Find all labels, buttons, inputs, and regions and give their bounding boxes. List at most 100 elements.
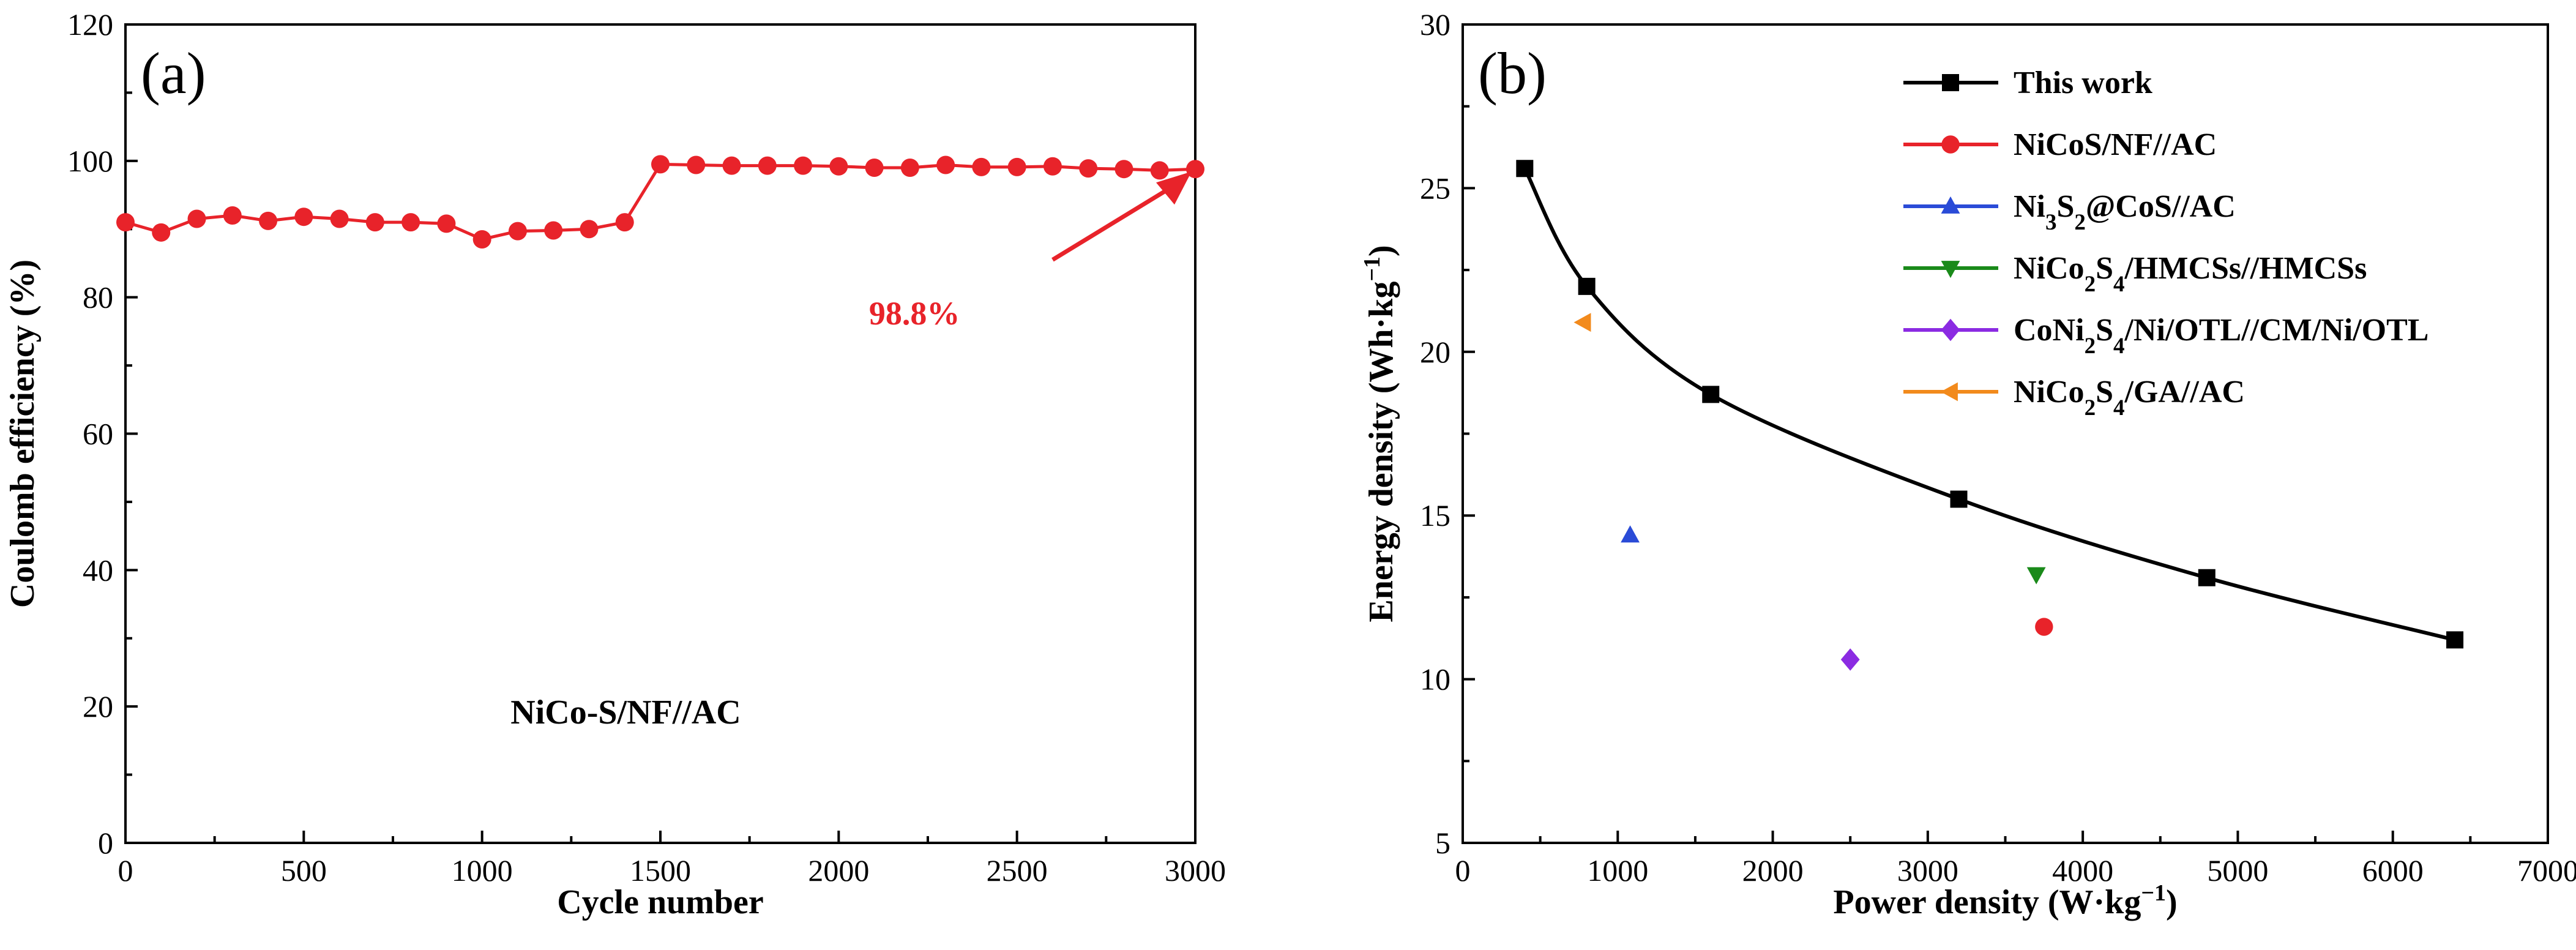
legend-marker: [1941, 135, 1960, 154]
x-axis-label-a: Cycle number: [557, 883, 764, 921]
panel-label-b: (b): [1478, 40, 1547, 106]
text-part: 2: [2085, 334, 2096, 359]
legend-marker: [1940, 382, 1958, 402]
data-point-a: [1043, 157, 1062, 176]
data-point-b: [1516, 160, 1534, 178]
text-part: S: [2096, 375, 2113, 410]
legend-marker: [1941, 318, 1960, 342]
text-part: S: [2096, 313, 2113, 348]
y-tick-label-b: 25: [1420, 171, 1450, 205]
data-point-a: [651, 155, 670, 174]
x-tick-label-b: 4000: [2052, 853, 2113, 888]
data-point-b: [1950, 490, 1968, 508]
x-tick-label-a: 500: [281, 853, 327, 888]
legend-marker: [1941, 196, 1960, 214]
data-point-a: [1186, 160, 1204, 179]
x-tick-label-b: 0: [1455, 853, 1471, 888]
text-part: 2: [2085, 272, 2096, 297]
legend-entry: NiCo2S4/HMCSs//HMCSs: [2014, 251, 2367, 297]
legend-marker: [1942, 74, 1959, 91]
data-point-a: [544, 221, 563, 240]
data-point-a: [900, 158, 919, 177]
sample-label-a: NiCo-S/NF//AC: [510, 694, 741, 731]
x-axis-label-b: Power density (W·kg−1): [1833, 880, 2177, 921]
data-point-a: [1150, 161, 1169, 180]
legend-entry: NiCo2S4/GA//AC: [2014, 375, 2245, 421]
text-part: Power density (W·kg: [1833, 883, 2141, 921]
text-part: −1: [1359, 256, 1385, 282]
text-part: ): [2166, 883, 2178, 921]
data-point-a: [687, 155, 706, 174]
data-point-a: [1114, 160, 1133, 179]
text-part: 4: [2113, 272, 2125, 297]
x-tick-label-b: 3000: [1897, 853, 1958, 888]
x-tick-label-a: 3000: [1165, 853, 1226, 888]
data-point-b: [1574, 313, 1591, 332]
text-part: @CoS//AC: [2086, 189, 2236, 224]
data-point-b: [2035, 618, 2053, 636]
data-point-a: [758, 156, 777, 175]
data-point-a: [152, 223, 171, 242]
legend-entry: Ni3S2@CoS//AC: [2014, 189, 2236, 235]
annotation-label-a: 98.8%: [869, 295, 960, 332]
data-point-a: [580, 220, 599, 239]
data-point-a: [401, 213, 420, 232]
data-point-a: [294, 208, 313, 226]
x-tick-label-b: 7000: [2517, 853, 2576, 888]
y-axis-label-a: Coulomb efficiency (%): [4, 260, 42, 608]
legend-entry: NiCoS/NF//AC: [2014, 127, 2217, 162]
y-tick-label-a: 0: [98, 826, 113, 860]
data-point-a: [330, 209, 349, 228]
y-tick-label-b: 30: [1420, 7, 1450, 42]
text-part: NiCo: [2014, 375, 2085, 410]
y-tick-label-b: 20: [1420, 335, 1450, 369]
series-line-this-work: [1523, 167, 2455, 642]
data-point-a: [1079, 159, 1098, 178]
text-part: 4: [2113, 395, 2125, 421]
annotation-arrow-shaft: [1051, 184, 1174, 262]
text-part: NiCo: [2014, 251, 2085, 286]
y-tick-label-a: 60: [83, 417, 113, 451]
text-part: Energy density (Wh·kg: [1362, 282, 1400, 623]
data-point-a: [472, 230, 491, 249]
text-part: This work: [2014, 65, 2152, 100]
text-part: S: [2096, 251, 2113, 286]
annotation-arrow-head: [1156, 171, 1192, 205]
data-point-a: [223, 206, 242, 225]
y-axis-label-b: Energy density (Wh·kg−1): [1359, 245, 1400, 622]
y-tick-label-b: 15: [1420, 498, 1450, 533]
data-point-b: [1621, 525, 1640, 543]
text-part: NiCoS/NF//AC: [2014, 127, 2217, 162]
text-part: Ni: [2014, 189, 2045, 224]
data-point-b: [2026, 567, 2046, 585]
text-part: ): [1362, 245, 1400, 256]
y-tick-label-a: 80: [83, 280, 113, 315]
text-part: /Ni/OTL//CM/Ni/OTL: [2124, 313, 2429, 348]
panel-b-ragone-plot: 0 1000 2000 3000 4000 5000 6000 7000 5 10 15 20 25 30…: [1359, 7, 2576, 921]
legend-entry: This work: [2014, 65, 2152, 100]
legend-entry: CoNi2S4/Ni/OTL//CM/Ni/OTL: [2014, 313, 2429, 359]
text-part: CoNi: [2014, 313, 2085, 348]
data-point-a: [365, 213, 384, 232]
text-part: /HMCSs//HMCSs: [2124, 251, 2367, 286]
legend-marker: [1941, 261, 1960, 279]
data-point-a: [936, 155, 955, 174]
data-point-b: [2446, 631, 2464, 649]
y-tick-label-a: 20: [83, 689, 113, 724]
x-tick-label-b: 2000: [1742, 853, 1804, 888]
data-point-b: [2198, 569, 2216, 586]
data-point-a: [259, 211, 278, 230]
data-point-a: [972, 157, 991, 176]
x-tick-label-a: 2500: [987, 853, 1048, 888]
y-tick-label-a: 100: [67, 144, 113, 178]
series-line-a: [125, 162, 1196, 241]
data-point-b: [1840, 648, 1860, 671]
y-tick-label-a: 40: [83, 553, 113, 587]
y-tick-label-b: 10: [1420, 662, 1450, 697]
x-tick-label-b: 5000: [2207, 853, 2268, 888]
panel-label-a: (a): [141, 40, 206, 106]
data-point-a: [437, 214, 456, 233]
text-part: 2: [2074, 210, 2086, 235]
